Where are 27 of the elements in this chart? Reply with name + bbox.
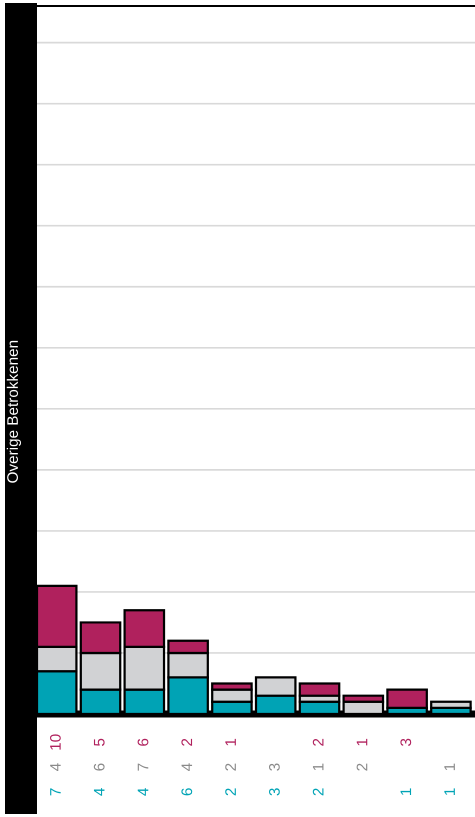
data-label: 1 [400,788,412,795]
data-label: 7 [50,788,61,796]
data-label: 10 [50,734,61,750]
data-label: 6 [94,764,105,771]
data-label: 4 [94,788,104,796]
data-label: 2 [225,764,236,771]
data-label: 6 [181,788,192,796]
data-label: 2 [181,738,192,746]
y-axis-title: Overige Betrokkenen [6,340,21,483]
data-label: 2 [312,788,324,796]
data-label: 5 [94,738,105,746]
data-label: 4 [182,763,192,771]
data-label: 2 [356,764,368,771]
data-label: 3 [268,788,280,796]
data-label: 4 [50,763,61,771]
data-label: 1 [225,738,236,746]
data-label: 4 [138,788,148,796]
data-label: 1 [312,764,324,770]
data-label: 2 [312,738,324,746]
data-label: 1 [444,764,455,770]
data-label: 3 [268,764,280,771]
data-label: 6 [138,738,148,746]
data-label: 7 [138,764,148,771]
data-label: 1 [444,788,455,795]
data-label: 1 [356,738,368,746]
data-label: 3 [400,738,412,746]
data-label: 2 [225,788,236,796]
